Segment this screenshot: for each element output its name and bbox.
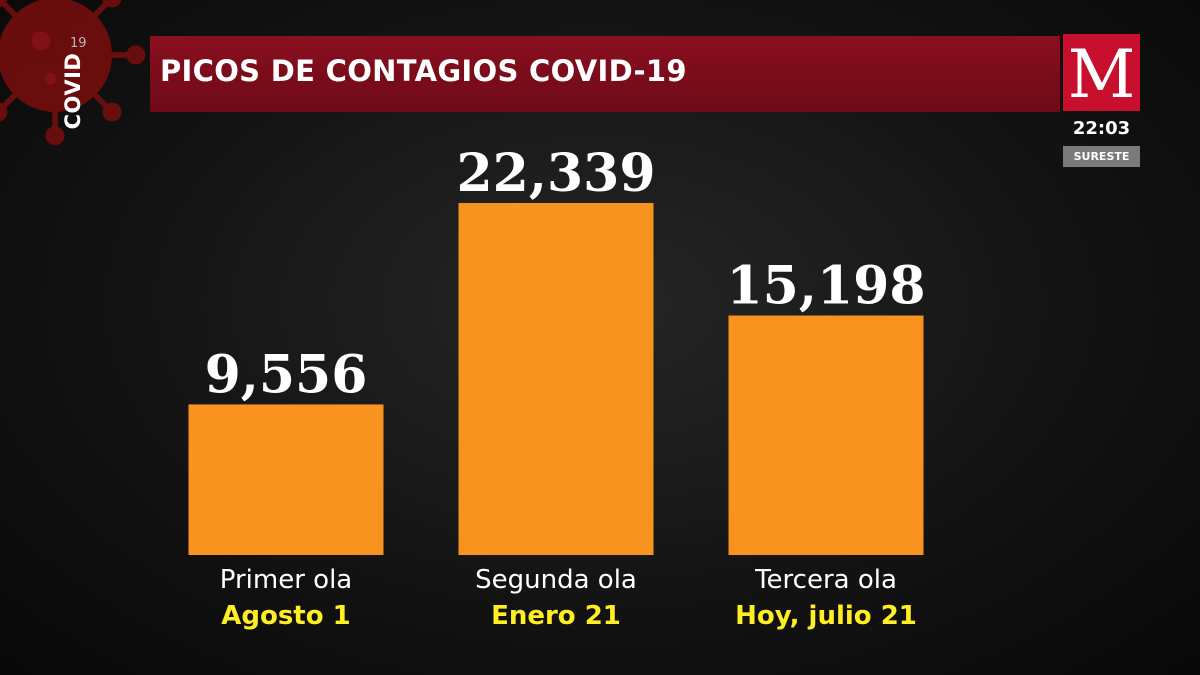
bar-3 <box>728 315 924 555</box>
date-label-1: Agosto 1 <box>221 601 351 631</box>
chart-title: PICOS DE CONTAGIOS COVID-19 <box>160 54 687 88</box>
covid-tag-number: 19 <box>70 36 87 51</box>
value-label-2: 22,339 <box>456 143 655 204</box>
category-label-3: Tercera ola <box>754 565 897 595</box>
channel-logo-letter: M <box>1067 35 1136 113</box>
bar-1 <box>188 404 384 555</box>
category-label-2: Segunda ola <box>475 565 637 595</box>
date-label-3: Hoy, julio 21 <box>735 601 917 631</box>
value-label-3: 15,198 <box>726 256 925 317</box>
value-label-1: 9,556 <box>205 344 368 405</box>
clock: 22:03 <box>1072 118 1131 139</box>
category-label-1: Primer ola <box>220 565 352 595</box>
title-bar: PICOS DE CONTAGIOS COVID-19 <box>150 36 1060 112</box>
region-badge: SURESTE <box>1063 146 1140 167</box>
date-label-2: Enero 21 <box>491 601 621 631</box>
channel-logo: M <box>1063 34 1140 111</box>
bar-2 <box>458 203 654 555</box>
virus-icon <box>0 0 146 146</box>
covid-tag: 19 COVID <box>58 36 88 146</box>
